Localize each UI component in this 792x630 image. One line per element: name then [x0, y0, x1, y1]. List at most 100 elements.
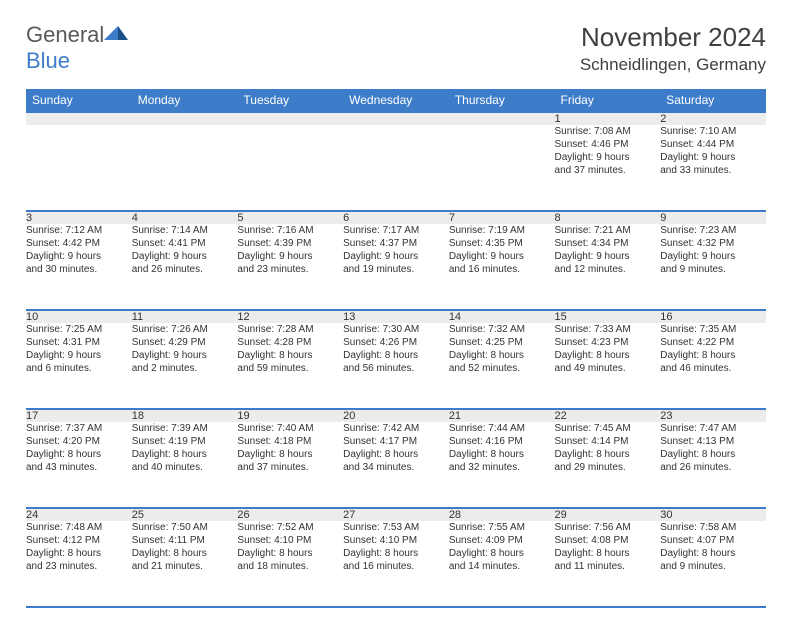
- day-cell: Sunrise: 7:58 AMSunset: 4:07 PMDaylight:…: [660, 521, 766, 607]
- sunrise-text: Sunrise: 7:08 AM: [555, 125, 661, 138]
- daylight2-text: and 11 minutes.: [555, 560, 661, 573]
- day-cell: Sunrise: 7:33 AMSunset: 4:23 PMDaylight:…: [555, 323, 661, 409]
- daynum-cell: 17: [26, 409, 132, 422]
- sunset-text: Sunset: 4:29 PM: [132, 336, 238, 349]
- dayhdr-wed: Wednesday: [343, 89, 449, 112]
- sunset-text: Sunset: 4:18 PM: [237, 435, 343, 448]
- daylight1-text: Daylight: 8 hours: [343, 349, 449, 362]
- day-cell: Sunrise: 7:17 AMSunset: 4:37 PMDaylight:…: [343, 224, 449, 310]
- sunset-text: Sunset: 4:44 PM: [660, 138, 766, 151]
- daynum-cell: 15: [555, 310, 661, 323]
- daylight2-text: and 59 minutes.: [237, 362, 343, 375]
- day-cell: Sunrise: 7:14 AMSunset: 4:41 PMDaylight:…: [132, 224, 238, 310]
- sunset-text: Sunset: 4:17 PM: [343, 435, 449, 448]
- daylight2-text: and 49 minutes.: [555, 362, 661, 375]
- sunrise-text: Sunrise: 7:44 AM: [449, 422, 555, 435]
- day-cell: Sunrise: 7:12 AMSunset: 4:42 PMDaylight:…: [26, 224, 132, 310]
- logo-word1: General: [26, 22, 104, 47]
- daylight2-text: and 26 minutes.: [660, 461, 766, 474]
- sunset-text: Sunset: 4:25 PM: [449, 336, 555, 349]
- daynum-cell: 19: [237, 409, 343, 422]
- daylight2-text: and 2 minutes.: [132, 362, 238, 375]
- day-cell: Sunrise: 7:19 AMSunset: 4:35 PMDaylight:…: [449, 224, 555, 310]
- daylight2-text: and 46 minutes.: [660, 362, 766, 375]
- sunrise-text: Sunrise: 7:12 AM: [26, 224, 132, 237]
- daynum-cell: 4: [132, 211, 238, 224]
- content-row: Sunrise: 7:12 AMSunset: 4:42 PMDaylight:…: [26, 224, 766, 310]
- day-cell: Sunrise: 7:40 AMSunset: 4:18 PMDaylight:…: [237, 422, 343, 508]
- dayhdr-thu: Thursday: [449, 89, 555, 112]
- sunset-text: Sunset: 4:32 PM: [660, 237, 766, 250]
- sunset-text: Sunset: 4:35 PM: [449, 237, 555, 250]
- daynum-cell: 23: [660, 409, 766, 422]
- sunrise-text: Sunrise: 7:19 AM: [449, 224, 555, 237]
- sunrise-text: Sunrise: 7:26 AM: [132, 323, 238, 336]
- daylight2-text: and 23 minutes.: [26, 560, 132, 573]
- daylight1-text: Daylight: 9 hours: [237, 250, 343, 263]
- sunset-text: Sunset: 4:41 PM: [132, 237, 238, 250]
- dayhdr-sun: Sunday: [26, 89, 132, 112]
- daynum-cell: [343, 112, 449, 125]
- day-cell: Sunrise: 7:08 AMSunset: 4:46 PMDaylight:…: [555, 125, 661, 211]
- daynum-cell: 7: [449, 211, 555, 224]
- daylight1-text: Daylight: 8 hours: [237, 547, 343, 560]
- daylight2-text: and 9 minutes.: [660, 263, 766, 276]
- dayhdr-tue: Tuesday: [237, 89, 343, 112]
- header: General Blue November 2024 Schneidlingen…: [26, 22, 766, 75]
- daylight2-text: and 6 minutes.: [26, 362, 132, 375]
- logo-text: General Blue: [26, 22, 130, 74]
- daynum-cell: 11: [132, 310, 238, 323]
- day-cell: Sunrise: 7:55 AMSunset: 4:09 PMDaylight:…: [449, 521, 555, 607]
- day-cell: Sunrise: 7:53 AMSunset: 4:10 PMDaylight:…: [343, 521, 449, 607]
- day-header-row: Sunday Monday Tuesday Wednesday Thursday…: [26, 89, 766, 112]
- daylight2-text: and 26 minutes.: [132, 263, 238, 276]
- sunrise-text: Sunrise: 7:25 AM: [26, 323, 132, 336]
- daylight2-text: and 23 minutes.: [237, 263, 343, 276]
- day-cell: [26, 125, 132, 211]
- daylight2-text: and 9 minutes.: [660, 560, 766, 573]
- daylight2-text: and 52 minutes.: [449, 362, 555, 375]
- daylight1-text: Daylight: 8 hours: [237, 349, 343, 362]
- day-cell: Sunrise: 7:10 AMSunset: 4:44 PMDaylight:…: [660, 125, 766, 211]
- sunrise-text: Sunrise: 7:40 AM: [237, 422, 343, 435]
- sunrise-text: Sunrise: 7:45 AM: [555, 422, 661, 435]
- sunset-text: Sunset: 4:23 PM: [555, 336, 661, 349]
- sunrise-text: Sunrise: 7:14 AM: [132, 224, 238, 237]
- dayhdr-sat: Saturday: [660, 89, 766, 112]
- day-cell: Sunrise: 7:21 AMSunset: 4:34 PMDaylight:…: [555, 224, 661, 310]
- daynum-cell: 16: [660, 310, 766, 323]
- daynum-cell: 29: [555, 508, 661, 521]
- daynum-cell: 13: [343, 310, 449, 323]
- daylight1-text: Daylight: 8 hours: [26, 547, 132, 560]
- daylight1-text: Daylight: 8 hours: [555, 448, 661, 461]
- logo-mark-icon: [104, 22, 130, 42]
- daylight1-text: Daylight: 9 hours: [449, 250, 555, 263]
- title-block: November 2024 Schneidlingen, Germany: [580, 22, 766, 75]
- sunset-text: Sunset: 4:22 PM: [660, 336, 766, 349]
- sunset-text: Sunset: 4:28 PM: [237, 336, 343, 349]
- daylight1-text: Daylight: 8 hours: [132, 448, 238, 461]
- daynum-cell: 20: [343, 409, 449, 422]
- day-cell: Sunrise: 7:52 AMSunset: 4:10 PMDaylight:…: [237, 521, 343, 607]
- sunrise-text: Sunrise: 7:30 AM: [343, 323, 449, 336]
- sunset-text: Sunset: 4:16 PM: [449, 435, 555, 448]
- daynum-row: 3456789: [26, 211, 766, 224]
- daylight2-text: and 56 minutes.: [343, 362, 449, 375]
- sunset-text: Sunset: 4:09 PM: [449, 534, 555, 547]
- daylight1-text: Daylight: 8 hours: [132, 547, 238, 560]
- sunrise-text: Sunrise: 7:21 AM: [555, 224, 661, 237]
- daynum-cell: 14: [449, 310, 555, 323]
- sunrise-text: Sunrise: 7:39 AM: [132, 422, 238, 435]
- sunrise-text: Sunrise: 7:53 AM: [343, 521, 449, 534]
- sunrise-text: Sunrise: 7:52 AM: [237, 521, 343, 534]
- sunrise-text: Sunrise: 7:10 AM: [660, 125, 766, 138]
- daynum-cell: 1: [555, 112, 661, 125]
- daynum-row: 12: [26, 112, 766, 125]
- day-cell: Sunrise: 7:35 AMSunset: 4:22 PMDaylight:…: [660, 323, 766, 409]
- daynum-cell: 18: [132, 409, 238, 422]
- day-cell: [237, 125, 343, 211]
- daylight2-text: and 32 minutes.: [449, 461, 555, 474]
- sunset-text: Sunset: 4:14 PM: [555, 435, 661, 448]
- daylight2-text: and 19 minutes.: [343, 263, 449, 276]
- content-row: Sunrise: 7:48 AMSunset: 4:12 PMDaylight:…: [26, 521, 766, 607]
